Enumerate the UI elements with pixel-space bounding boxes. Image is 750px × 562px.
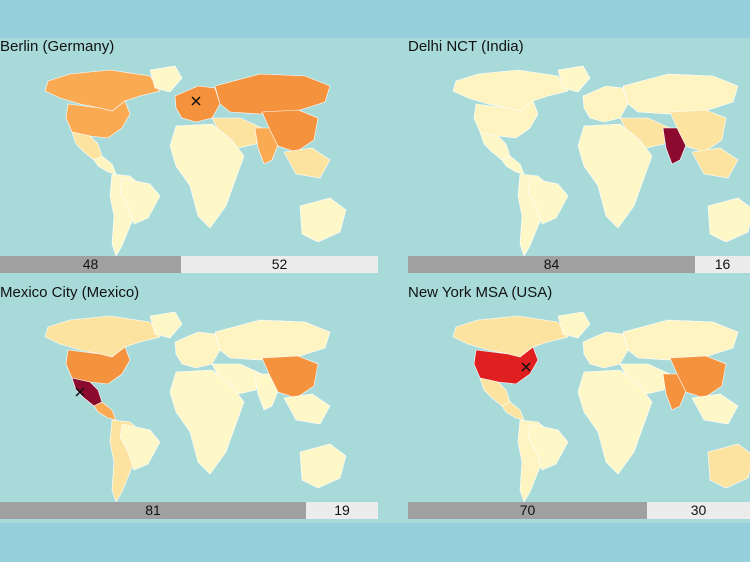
bar-segment-local: 70 xyxy=(408,502,647,519)
bar-segment-foreign: 30 xyxy=(647,502,750,519)
world-map xyxy=(452,65,750,256)
region-central-america xyxy=(93,155,117,175)
region-usa xyxy=(473,346,539,385)
region-russia xyxy=(622,73,739,115)
region-russia xyxy=(622,319,739,361)
region-se-asia xyxy=(283,147,331,179)
city-marker-icon xyxy=(75,387,85,397)
region-greenland xyxy=(557,311,591,339)
region-europe xyxy=(582,85,629,123)
region-china xyxy=(669,109,727,153)
region-australia xyxy=(299,443,347,489)
bar-segment-foreign: 16 xyxy=(695,256,750,273)
bar-segment-local: 48 xyxy=(0,256,181,273)
region-russia xyxy=(214,73,331,115)
region-australia xyxy=(299,197,347,243)
region-china xyxy=(261,109,319,153)
city-marker-icon xyxy=(521,362,531,372)
map-panel-new-york: New York MSA (USA) 70 30 xyxy=(408,284,750,524)
region-africa xyxy=(577,123,653,229)
region-na xyxy=(44,69,161,112)
region-se-asia xyxy=(691,393,739,425)
region-greenland xyxy=(557,65,591,93)
region-greenland xyxy=(149,311,183,339)
region-brazil xyxy=(119,423,161,471)
bar-segment-foreign: 52 xyxy=(181,256,378,273)
region-se-asia xyxy=(691,147,739,179)
region-na xyxy=(452,315,569,358)
city-marker-icon xyxy=(191,96,201,106)
region-brazil xyxy=(527,177,569,225)
region-central-america xyxy=(501,155,525,175)
world-map xyxy=(44,65,347,256)
panel-title: Berlin (Germany) xyxy=(0,38,115,55)
bar-segment-foreign: 19 xyxy=(306,502,378,519)
region-australia xyxy=(707,443,750,489)
region-australia xyxy=(707,197,750,243)
region-africa xyxy=(169,369,245,475)
panel-title: Mexico City (Mexico) xyxy=(0,284,140,301)
maps-grid: Berlin (Germany) 48 52 Delhi NCT (India) … xyxy=(0,38,750,523)
region-usa xyxy=(65,346,131,385)
bar-segment-local: 84 xyxy=(408,256,695,273)
region-africa xyxy=(577,369,653,475)
bar-segment-local: 81 xyxy=(0,502,306,519)
region-russia xyxy=(214,319,331,361)
region-brazil xyxy=(119,177,161,225)
world-map xyxy=(452,311,750,502)
region-europe xyxy=(174,331,221,369)
map-panel-mexico-city: Mexico City (Mexico) 81 19 xyxy=(0,284,378,524)
world-map xyxy=(44,311,347,502)
region-central-america xyxy=(93,401,117,421)
region-china xyxy=(261,355,319,399)
region-na xyxy=(44,315,161,358)
region-brazil xyxy=(527,423,569,471)
region-china xyxy=(669,355,727,399)
region-central-america xyxy=(501,401,525,421)
region-usa xyxy=(65,100,131,139)
panel-title: New York MSA (USA) xyxy=(408,284,553,301)
region-na xyxy=(452,69,569,112)
region-europe xyxy=(174,85,221,123)
region-usa xyxy=(473,100,539,139)
map-panel-delhi: Delhi NCT (India) 84 16 xyxy=(408,38,750,278)
map-panel-berlin: Berlin (Germany) 48 52 xyxy=(0,38,378,278)
panel-title: Delhi NCT (India) xyxy=(408,38,524,55)
region-europe xyxy=(582,331,629,369)
region-africa xyxy=(169,123,245,229)
region-greenland xyxy=(149,65,183,93)
region-se-asia xyxy=(283,393,331,425)
